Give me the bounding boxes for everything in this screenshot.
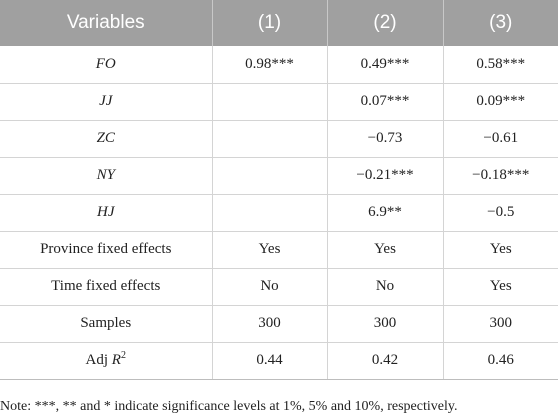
regression-table: Variables (1) (2) (3) FO 0.98*** 0.49***…: [0, 0, 558, 380]
header-row: Variables (1) (2) (3): [0, 0, 558, 46]
table-cell: −0.73: [326, 120, 443, 158]
adj-r-italic: R: [111, 352, 121, 368]
table-row: FO 0.98*** 0.49*** 0.58***: [0, 46, 558, 84]
row-label-time-fixed-effects: Time fixed effects: [0, 268, 212, 306]
table-cell: 0.49***: [326, 46, 443, 84]
table-row: HJ 6.9** −0.5: [0, 194, 558, 232]
table-cell: 300: [211, 305, 327, 343]
table-cell: [211, 120, 327, 158]
table-row: Adj R2 0.44 0.42 0.46: [0, 342, 558, 380]
row-label-province-fixed-effects: Province fixed effects: [0, 231, 212, 269]
table-cell: [211, 194, 327, 232]
table-cell: −0.61: [442, 120, 558, 158]
table-row: ZC −0.73 −0.61: [0, 120, 558, 158]
row-variable-fo: FO: [0, 46, 212, 84]
header-model-1: (1): [211, 0, 327, 46]
adj-r-text: Adj R: [85, 352, 121, 368]
row-variable-zc: ZC: [0, 120, 212, 158]
table-row: Time fixed effects No No Yes: [0, 268, 558, 306]
row-variable-jj: JJ: [0, 83, 212, 121]
table-footnote: Note: ***, ** and * indicate significanc…: [0, 399, 458, 414]
table-cell: 300: [442, 305, 558, 343]
table-cell: Yes: [211, 231, 327, 269]
table-cell: 300: [326, 305, 443, 343]
table-cell: 0.58***: [442, 46, 558, 84]
row-label-samples: Samples: [0, 305, 212, 343]
table-cell: 0.09***: [442, 83, 558, 121]
row-label-adj-r2: Adj R2: [0, 342, 212, 380]
table-cell: 0.42: [326, 342, 443, 380]
table-row: Samples 300 300 300: [0, 305, 558, 343]
table-cell: [211, 157, 327, 195]
table-cell: No: [211, 268, 327, 306]
table-cell: 0.46: [442, 342, 558, 380]
table-cell: No: [326, 268, 443, 306]
table-cell: 0.44: [211, 342, 327, 380]
table-cell: 0.07***: [326, 83, 443, 121]
table-row: NY −0.21*** −0.18***: [0, 157, 558, 195]
adj-r-superscript: 2: [120, 350, 126, 361]
table-cell: −0.18***: [442, 157, 558, 195]
table-cell: [211, 83, 327, 121]
row-variable-hj: HJ: [0, 194, 212, 232]
header-model-2: (2): [326, 0, 443, 46]
header-variables: Variables: [66, 12, 145, 33]
table-cell: 0.98***: [211, 46, 327, 84]
table-row: JJ 0.07*** 0.09***: [0, 83, 558, 121]
table-cell: 6.9**: [326, 194, 443, 232]
row-variable-ny: NY: [0, 157, 212, 195]
table-cell: Yes: [442, 231, 558, 269]
table-cell: −0.21***: [326, 157, 443, 195]
table-cell: −0.5: [442, 194, 558, 232]
table-body: FO 0.98*** 0.49*** 0.58*** JJ 0.07*** 0.…: [0, 46, 558, 380]
header-model-3: (3): [442, 0, 558, 46]
table-cell: Yes: [442, 268, 558, 306]
table-header: Variables (1) (2) (3): [0, 0, 558, 46]
table-row: Province fixed effects Yes Yes Yes: [0, 231, 558, 269]
regression-table-container: Variables (1) (2) (3) FO 0.98*** 0.49***…: [0, 0, 558, 380]
table-cell: Yes: [326, 231, 443, 269]
